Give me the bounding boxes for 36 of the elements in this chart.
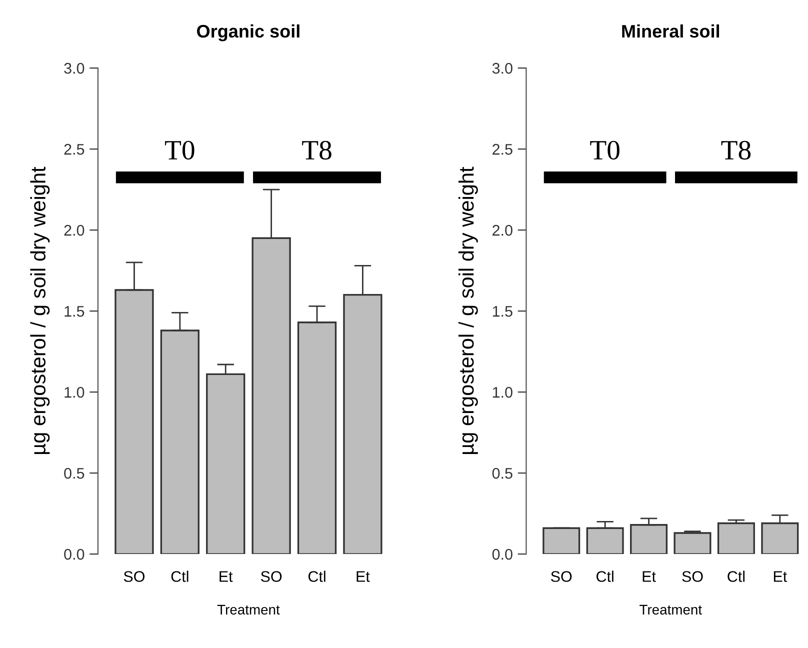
x-tick-label: SO <box>124 571 145 582</box>
x-tick-label: Ctl <box>171 570 188 582</box>
x-tick-label: SO <box>682 571 703 582</box>
annotation: T8 <box>302 140 332 160</box>
y-tick-label: 2.5 <box>492 144 512 155</box>
y-axis-title: µg ergosterol / g soil dry weight <box>30 166 50 454</box>
y-tick-label: 2.0 <box>492 224 512 236</box>
chart-title: Organic soil <box>197 24 300 42</box>
x-axis-title: Treatment <box>217 604 280 615</box>
annotation: T0 <box>590 140 620 160</box>
x-tick-label: Et <box>642 571 656 582</box>
y-axis-title: µg ergosterol / g soil dry weight <box>458 166 478 454</box>
chart-title: Mineral soil <box>622 24 720 38</box>
x-axis-title: Treatment <box>640 604 702 615</box>
annotation: T0 <box>164 140 194 160</box>
y-tick-label: 1.0 <box>492 386 512 398</box>
y-tick-label: 0.0 <box>64 548 84 560</box>
x-tick-label: Et <box>220 571 233 582</box>
y-tick-label: 0.5 <box>492 468 512 479</box>
y-tick-label: 0.0 <box>492 548 512 560</box>
x-tick-label: Ctl <box>308 570 326 582</box>
x-tick-label: Et <box>356 571 370 582</box>
y-tick-label: 1.5 <box>64 306 84 317</box>
y-tick-label: 2.5 <box>64 144 84 155</box>
x-tick-label: Ctl <box>728 570 745 582</box>
y-tick-label: 3.0 <box>64 62 84 74</box>
y-tick-label: 3.0 <box>492 62 512 74</box>
y-tick-label: 1.5 <box>492 306 512 317</box>
x-tick-label: SO <box>551 571 572 582</box>
annotation: T8 <box>721 140 751 160</box>
y-tick-label: 2.0 <box>64 224 84 236</box>
y-tick-label: 0.5 <box>64 468 84 479</box>
x-tick-label: Et <box>774 571 788 582</box>
x-tick-label: Ctl <box>596 570 614 582</box>
x-tick-label: SO <box>260 571 282 582</box>
y-tick-label: 1.0 <box>64 386 84 398</box>
